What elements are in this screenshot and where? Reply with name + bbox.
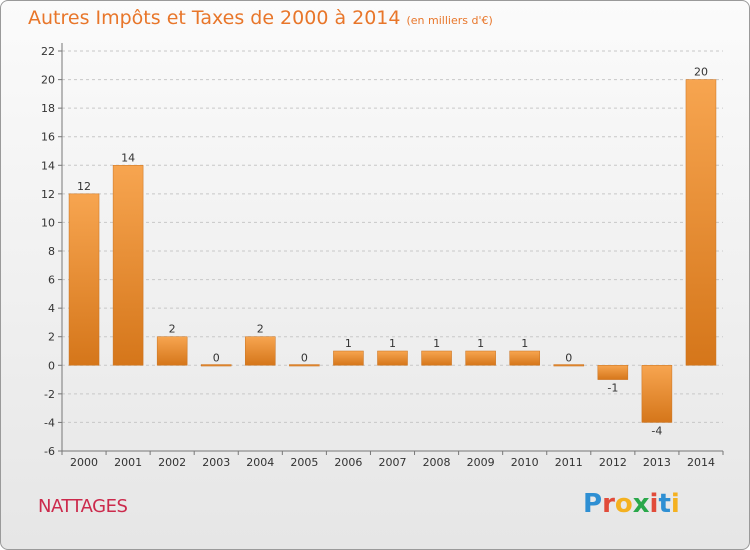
- x-tick-label: 2001: [114, 456, 142, 469]
- y-tick-label: -2: [44, 388, 55, 401]
- data-label: -1: [607, 382, 618, 395]
- x-tick-label: 2007: [379, 456, 407, 469]
- x-tick-label: 2009: [467, 456, 495, 469]
- data-label: 1: [521, 337, 528, 350]
- proxiti-logo[interactable]: Proxiti: [583, 489, 680, 519]
- bar-2009: [465, 350, 496, 366]
- commune-name: NATTAGES: [38, 496, 128, 517]
- grid-lines: [62, 50, 723, 452]
- y-tick-label: 10: [41, 216, 55, 229]
- bar-2005: [289, 364, 320, 367]
- y-tick-label: 8: [48, 245, 55, 258]
- bar-2000: [68, 193, 100, 366]
- x-tick-label: 2014: [687, 456, 715, 469]
- x-tick-label: 2005: [290, 456, 318, 469]
- y-tick-label: 22: [41, 45, 55, 58]
- data-label: -4: [651, 424, 662, 437]
- x-tick-label: 2008: [423, 456, 451, 469]
- bar-2013: [641, 365, 673, 423]
- x-tick-label: 2004: [246, 456, 274, 469]
- bar-2014: [685, 79, 717, 366]
- chart-subtitle: (en milliers d'€): [406, 14, 493, 27]
- bar-2006: [333, 350, 364, 366]
- y-tick-label: 6: [48, 274, 55, 287]
- chart-title: Autres Impôts et Taxes de 2000 à 2014 (en…: [28, 7, 493, 29]
- data-label: 12: [77, 180, 91, 193]
- y-tick-label: 14: [41, 159, 55, 172]
- data-label: 1: [477, 337, 484, 350]
- data-label: 1: [389, 337, 396, 350]
- x-tick-label: 2011: [555, 456, 583, 469]
- data-label: 1: [433, 337, 440, 350]
- chart-title-main: Autres Impôts et Taxes de 2000 à 2014: [28, 7, 401, 29]
- data-label: 20: [694, 66, 708, 79]
- x-tick-label: 2000: [70, 456, 98, 469]
- data-label: 14: [121, 151, 135, 164]
- data-label: 0: [213, 351, 220, 364]
- bar-2012: [597, 365, 629, 380]
- data-label: 2: [257, 323, 264, 336]
- bar-2007: [377, 350, 408, 366]
- y-tick-label: 0: [48, 359, 55, 372]
- x-tick-label: 2003: [202, 456, 230, 469]
- x-tick-label: 2006: [334, 456, 362, 469]
- x-tick-label: 2010: [511, 456, 539, 469]
- y-tick-label: 18: [41, 102, 55, 115]
- y-tick-label: -4: [44, 416, 55, 429]
- y-tick-label: 12: [41, 188, 55, 201]
- data-label: 1: [345, 337, 352, 350]
- x-tick-label: 2012: [599, 456, 627, 469]
- bar-2002: [156, 336, 188, 366]
- bar-2001: [112, 165, 144, 366]
- x-tick-label: 2002: [158, 456, 186, 469]
- y-tick-label: 4: [48, 302, 55, 315]
- data-label: 2: [169, 323, 176, 336]
- data-label: 0: [301, 351, 308, 364]
- y-tick-label: 2: [48, 331, 55, 344]
- y-tick-label: 20: [41, 74, 55, 87]
- y-tick-label: -6: [44, 445, 55, 458]
- data-label: 0: [565, 351, 572, 364]
- bars: [68, 79, 717, 423]
- bar-2010: [509, 350, 540, 366]
- bar-2008: [421, 350, 452, 366]
- y-tick-label: 16: [41, 131, 55, 144]
- x-tick-label: 2013: [643, 456, 671, 469]
- bar-2003: [200, 364, 232, 367]
- bar-2011: [553, 364, 585, 367]
- bar-2004: [245, 336, 276, 366]
